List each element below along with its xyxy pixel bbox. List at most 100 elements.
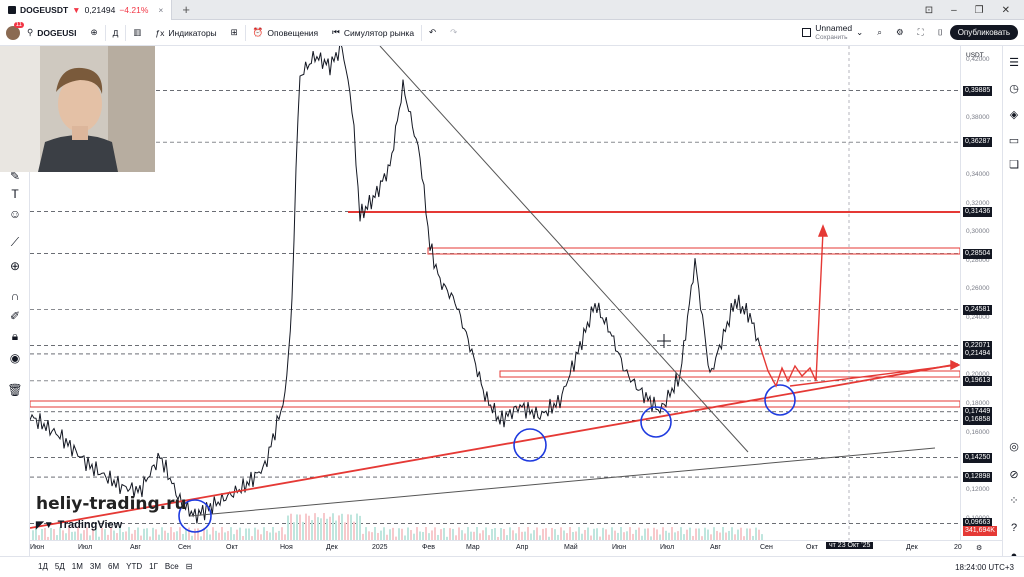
close-icon[interactable]: ✕ [1001,4,1010,16]
layout-menu[interactable]: Unnamed Сохранить ⌄ [795,20,870,46]
price-level-label: 0,12898 [963,472,993,483]
text-icon[interactable]: T [11,187,19,201]
symbol-search[interactable]: ⚲ DOGEUSI [20,20,83,46]
volume-bar [761,534,763,540]
volume-bar [371,532,373,540]
trash-icon[interactable]: 🗑︎ [7,383,23,397]
replay-button[interactable]: ⏮ Симулятор рынка [325,20,421,46]
touch-circle[interactable] [513,428,547,462]
avatar[interactable]: 11 [6,21,24,40]
volume-bar [677,531,679,540]
volume-bar [191,535,193,540]
volume-bar [485,527,487,540]
range-6m[interactable]: 6М [108,562,120,571]
price-chart[interactable] [30,46,960,540]
forecast-arrows[interactable] [759,224,960,388]
templates-button[interactable]: ⊞ [224,20,245,46]
range-1d[interactable]: 1Д [38,562,48,571]
volume-bar [113,530,115,540]
upper-zone[interactable] [427,247,960,255]
interval-button[interactable]: Д [106,20,126,46]
minimize-icon[interactable]: – [951,4,957,16]
watchlist-icon[interactable]: ☰ [1009,56,1019,69]
settings-button[interactable]: ⚙ [889,20,911,46]
eye-icon[interactable]: ◉ [9,351,21,365]
tradingview-logo[interactable]: ◤▼ TradingView [36,519,122,531]
price-axis[interactable]: USDT 0,42000 0,38000 0,34000 0,32000 0,30000… [960,46,1002,540]
red-trendline[interactable] [30,363,959,529]
emoji-icon[interactable]: ☺ [8,207,22,221]
volume-bar [386,534,388,540]
price-tick: 0,18000 [966,399,990,407]
volume-bar [32,530,34,540]
resistance-zone[interactable] [499,370,960,378]
indicators-button[interactable]: ƒx Индикаторы [148,20,223,46]
touch-circle[interactable] [178,499,212,533]
volume-bar [491,529,493,540]
volume-bar [86,527,88,540]
range-1y[interactable]: 1Г [149,562,158,571]
lock-drawing-icon[interactable]: ✐ [9,309,21,323]
lock-icon[interactable]: 🔒︎ [11,328,19,343]
redo-button[interactable]: ↷ [443,20,464,46]
range-5d[interactable]: 5Д [54,562,65,571]
compass-icon[interactable]: ⊘ [1009,468,1019,481]
add-symbol-button[interactable]: ⊕ [83,20,104,46]
maximize-icon[interactable]: ❐ [974,4,984,16]
volume-bar [221,527,223,540]
volume-bar [236,529,238,540]
volume-bar [254,527,256,540]
help-icon[interactable]: ? [1010,522,1018,534]
snapshot-button[interactable]: ⌷ [931,20,950,46]
clock[interactable]: 18:24:00 UTC+3 [955,562,1014,572]
volume-bar [572,532,574,540]
fullscreen-button[interactable]: ⛶ [911,20,931,46]
chat-icon[interactable]: ▭ [1008,134,1020,147]
gray-trendline[interactable] [189,447,936,517]
pin-icon[interactable]: ⊡ [924,4,934,16]
alerts-button[interactable]: ⏰ Оповещения [246,20,325,46]
price-tick: 0,28000 [966,256,990,264]
quick-search-button[interactable]: ⌕ [870,20,889,46]
browser-tab[interactable]: DOGEUSDT ▼ 0,21494 −4.21% × [0,0,173,20]
alerts-clock-icon[interactable]: ◷ [1009,82,1019,95]
ruler-icon[interactable]: ⟋ [10,234,20,249]
volume-bar [74,531,76,540]
volume-bar [281,527,283,540]
volume-bar [59,527,61,540]
volume-bar [662,527,664,540]
volume-bar [317,517,319,540]
range-ytd[interactable]: YTD [126,562,143,571]
time-axis[interactable]: Июн Июл Авг Сен Окт Ноя Дек 2025 Фев Мар Апр Май Июн… [30,540,1002,556]
zoom-in-icon[interactable]: ⊕ [9,259,21,273]
layers-icon[interactable]: ◈ [1009,108,1019,121]
publish-button[interactable]: Опубликовать [949,25,1018,40]
brush-icon[interactable]: ✎ [9,169,21,183]
price-tick: 0,34000 [966,170,990,178]
magnet-icon[interactable]: ∩ [10,289,20,303]
new-tab-button[interactable]: + [182,2,190,17]
range-all[interactable]: Все [164,562,179,571]
range-1m[interactable]: 1М [71,562,83,571]
tab-close-button[interactable]: × [158,4,164,15]
date-range-icon[interactable]: ⊟ [185,562,193,571]
volume-bar [557,534,559,540]
range-3m[interactable]: 3М [89,562,101,571]
price-tick: 0,10000 [966,515,990,522]
undo-button[interactable]: ↶ [422,20,443,46]
volume-bar [323,513,325,540]
apps-icon[interactable]: ⁘ [1009,494,1019,507]
volume-bar [233,534,235,540]
divider [125,24,127,41]
ideas-icon[interactable]: ❏ [1009,158,1019,171]
chart-type-button[interactable]: ▥ [126,20,148,46]
touch-circle[interactable] [640,406,672,438]
axis-settings-icon[interactable]: ⚙ [976,545,983,552]
volume-bar [419,531,421,540]
volume-bar [434,527,436,540]
target-icon[interactable]: ◎ [1009,440,1019,453]
downtrend-line[interactable] [379,46,749,453]
touch-circle[interactable] [764,384,796,416]
volume-bar [248,528,250,540]
volume-bar [122,532,124,540]
